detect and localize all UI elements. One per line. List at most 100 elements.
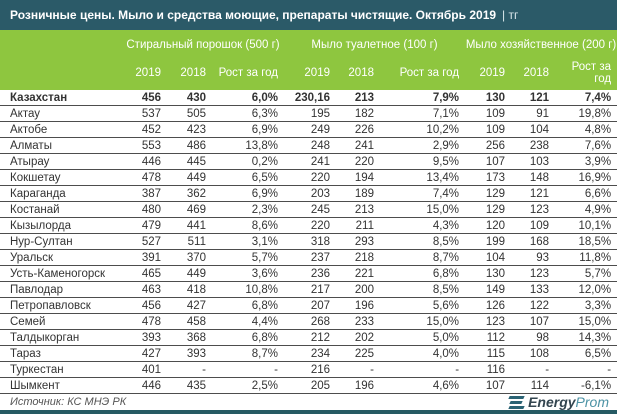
value-cell: 126 xyxy=(465,297,512,314)
table-row: Караганда 387 362 6,9% 203 189 7,4% 129 121 6,6% xyxy=(0,185,617,202)
value-cell: 505 xyxy=(167,105,212,122)
value-cell: 194 xyxy=(336,169,380,186)
value-cell: 91 xyxy=(511,105,556,122)
value-cell: 6,6% xyxy=(555,185,617,202)
value-cell: 93 xyxy=(511,249,556,266)
value-cell: 121 xyxy=(511,185,556,202)
value-cell: 109 xyxy=(465,105,512,122)
value-cell: 6,9% xyxy=(212,121,284,138)
sub-column-header: 2019 xyxy=(479,67,506,79)
value-cell: 98 xyxy=(511,329,556,346)
value-cell: 207 xyxy=(284,297,336,314)
value-cell: 5,6% xyxy=(380,297,466,314)
region-cell: Павлодар xyxy=(0,281,122,298)
value-cell: 8,7% xyxy=(380,249,466,266)
value-cell: 123 xyxy=(511,201,556,218)
value-cell: 449 xyxy=(167,265,212,282)
value-cell: 4,3% xyxy=(380,217,466,234)
value-cell: 18,5% xyxy=(555,233,617,250)
value-cell: 217 xyxy=(284,281,336,298)
region-cell: Казахстан xyxy=(0,90,122,106)
value-cell: 211 xyxy=(336,217,380,234)
value-cell: 220 xyxy=(336,153,380,170)
value-cell: 249 xyxy=(284,121,336,138)
region-cell: Петропавловск xyxy=(0,297,122,314)
logo-text-light: Prom xyxy=(575,394,609,410)
table-row: Алматы 553 486 13,8% 248 241 2,9% 256 238 7,6% xyxy=(0,137,617,154)
value-cell: 189 xyxy=(336,185,380,202)
footer: Источник: КС МНЭ РК EnergyProm xyxy=(0,394,617,410)
value-cell: 13,4% xyxy=(380,169,466,186)
value-cell: 130 xyxy=(465,90,512,106)
value-cell: 120 xyxy=(465,217,512,234)
table-row: Нур-Султан 527 511 3,1% 318 293 8,5% 199 168 18,5… xyxy=(0,233,617,250)
value-cell: 149 xyxy=(465,281,512,298)
energyprom-logo: EnergyProm xyxy=(508,394,609,410)
value-cell: 511 xyxy=(167,233,212,250)
table-row: Актобе 452 423 6,9% 249 226 10,2% 109 104 4,8% xyxy=(0,121,617,138)
region-cell: Кызылорда xyxy=(0,217,122,234)
region-cell: Актау xyxy=(0,105,122,122)
region-cell: Актобе xyxy=(0,121,122,138)
value-cell: 236 xyxy=(284,265,336,282)
value-cell: 7,4% xyxy=(380,185,466,202)
value-cell: 148 xyxy=(511,169,556,186)
value-cell: 435 xyxy=(167,377,212,394)
value-cell: 2,3% xyxy=(212,201,284,218)
value-cell: 129 xyxy=(465,201,512,218)
value-cell: 15,0% xyxy=(555,313,617,330)
value-cell: 112 xyxy=(465,329,512,346)
value-cell: - xyxy=(336,361,380,378)
table-header: Стиральный порошок (500 г) Мыло туалетное… xyxy=(0,30,617,90)
value-cell: 7,1% xyxy=(380,105,466,122)
value-cell: 196 xyxy=(336,377,380,394)
value-cell: 245 xyxy=(284,201,336,218)
value-cell: 478 xyxy=(122,169,167,186)
value-cell: 3,6% xyxy=(212,265,284,282)
value-cell: 199 xyxy=(465,233,512,250)
value-cell: 7,4% xyxy=(555,90,617,106)
region-cell: Караганда xyxy=(0,185,122,202)
value-cell: 195 xyxy=(284,105,336,122)
table-row: Костанай 480 469 2,3% 245 213 15,0% 129 123 4,9% xyxy=(0,201,617,218)
value-cell: 393 xyxy=(167,345,212,362)
corner-cell xyxy=(0,30,122,60)
value-cell: 221 xyxy=(336,265,380,282)
value-cell: 182 xyxy=(336,105,380,122)
price-table: Стиральный порошок (500 г) Мыло туалетное… xyxy=(0,30,617,394)
value-cell: 452 xyxy=(122,121,167,138)
value-cell: 230,16 xyxy=(284,90,336,106)
value-cell: 370 xyxy=(167,249,212,266)
value-cell: 3,3% xyxy=(555,297,617,314)
value-cell: 123 xyxy=(511,265,556,282)
value-cell: 427 xyxy=(122,345,167,362)
value-cell: 129 xyxy=(465,185,512,202)
value-cell: 446 xyxy=(122,377,167,394)
source-note: Источник: КС МНЭ РК xyxy=(10,396,127,408)
value-cell: 216 xyxy=(284,361,336,378)
value-cell: 478 xyxy=(122,313,167,330)
value-cell: 196 xyxy=(336,297,380,314)
value-cell: 449 xyxy=(167,169,212,186)
value-cell: 16,9% xyxy=(555,169,617,186)
table-row: Туркестан 401- -216- -116- - xyxy=(0,361,617,378)
region-cell: Кокшетау xyxy=(0,169,122,186)
title-unit: | тг xyxy=(502,8,519,22)
value-cell: 446 xyxy=(122,153,167,170)
value-cell: 3,1% xyxy=(212,233,284,250)
value-cell: 10,8% xyxy=(212,281,284,298)
value-cell: 241 xyxy=(284,153,336,170)
value-cell: 248 xyxy=(284,137,336,154)
value-cell: 103 xyxy=(511,153,556,170)
value-cell: 537 xyxy=(122,105,167,122)
region-cell: Семей xyxy=(0,313,122,330)
value-cell: 200 xyxy=(336,281,380,298)
value-cell: 238 xyxy=(511,137,556,154)
value-cell: 107 xyxy=(511,313,556,330)
value-cell: 19,8% xyxy=(555,105,617,122)
value-cell: 4,6% xyxy=(380,377,466,394)
value-cell: 202 xyxy=(336,329,380,346)
region-cell: Алматы xyxy=(0,137,122,154)
value-cell: 109 xyxy=(511,217,556,234)
